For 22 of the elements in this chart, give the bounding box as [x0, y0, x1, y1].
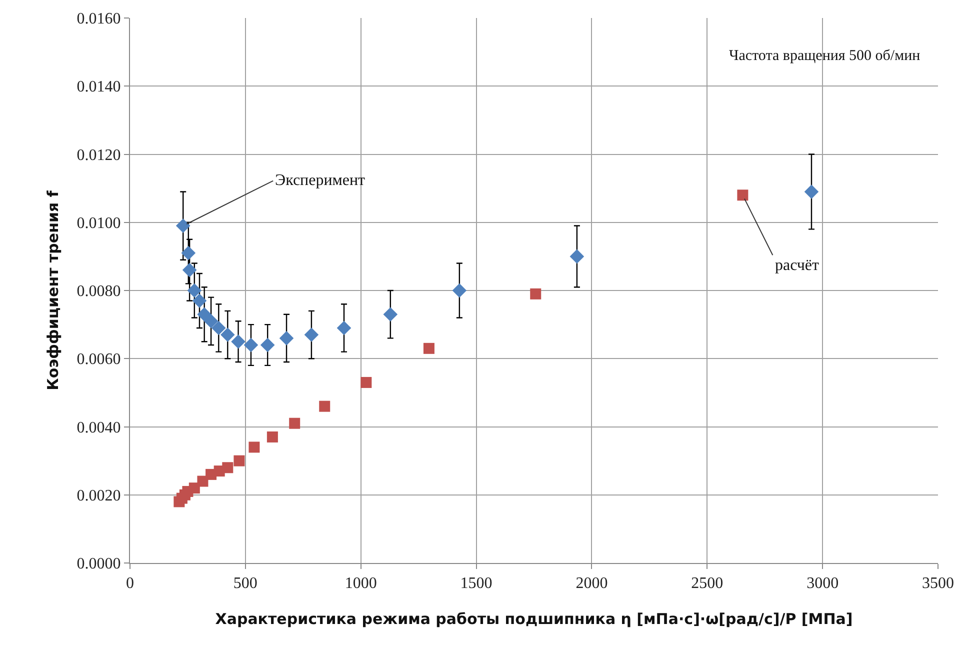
x-tick-label: 2500: [691, 575, 724, 592]
y-tick-label: 0.0060: [76, 351, 121, 368]
y-tick-label: 0.0080: [76, 283, 121, 300]
annotation: расчёт: [775, 257, 820, 274]
x-tick-label: 3000: [806, 575, 839, 592]
x-tick-label: 3500: [922, 575, 954, 592]
x-tick-label: 1000: [344, 575, 377, 592]
annotation: Частота вращения 500 об/мин: [729, 48, 920, 64]
x-tick-label: 500: [233, 575, 258, 592]
y-tick-label: 0.0000: [76, 556, 121, 573]
x-tick-label: 1500: [460, 575, 492, 592]
y-axis-title: Коэффициент трения f: [44, 190, 62, 390]
y-tick-label: 0.0160: [76, 10, 121, 28]
y-tick-label: 0.0020: [76, 487, 121, 504]
annotation: Эксперимент: [275, 172, 366, 189]
x-tick-label: 0: [126, 575, 134, 592]
y-tick-label: 0.0120: [76, 146, 121, 164]
x-tick-label: 2000: [576, 575, 608, 592]
x-axis-title: Характеристика режима работы подшипника η [мПа·с]·ω[рад/с]/P [МПа]: [215, 610, 853, 628]
y-tick-label: 0.0100: [76, 214, 121, 232]
y-tick-label: 0.0040: [76, 419, 121, 436]
y-tick-label: 0.0140: [76, 78, 121, 96]
